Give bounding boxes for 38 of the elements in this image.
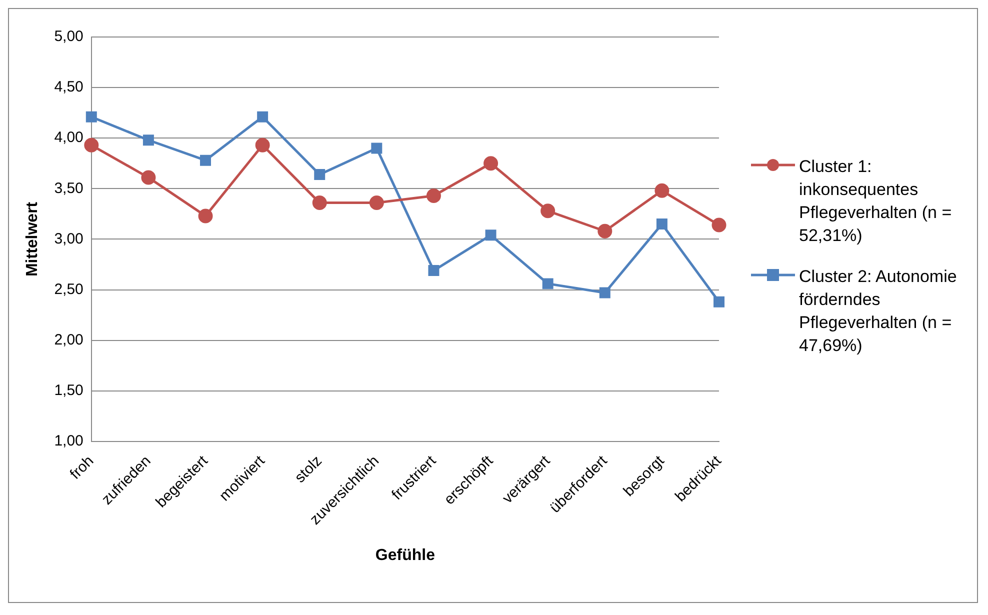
y-tick-label: 5,00 bbox=[54, 28, 84, 46]
y-tick-label: 1,50 bbox=[54, 382, 84, 399]
point bbox=[314, 169, 326, 180]
point bbox=[542, 278, 554, 290]
point bbox=[312, 196, 327, 210]
point bbox=[198, 208, 213, 224]
point bbox=[371, 142, 382, 154]
point bbox=[428, 265, 440, 276]
y-tick-label: 4,50 bbox=[54, 78, 84, 96]
point bbox=[426, 188, 441, 203]
y-tick-label: 2,00 bbox=[54, 331, 84, 348]
point bbox=[540, 204, 556, 218]
point bbox=[484, 156, 498, 171]
point bbox=[255, 138, 270, 152]
point bbox=[369, 196, 384, 210]
y-tick-label: 3,00 bbox=[54, 230, 84, 248]
point bbox=[142, 134, 154, 146]
x-tick-label: froh bbox=[66, 452, 98, 483]
y-tick-label: 1,00 bbox=[54, 432, 84, 450]
y-tick-label: 2,50 bbox=[54, 280, 84, 298]
point bbox=[599, 287, 610, 298]
point bbox=[712, 218, 726, 232]
y-axis-title: Mittelwert bbox=[24, 201, 42, 277]
point bbox=[200, 154, 211, 166]
legend-label: Cluster 2: Autonomie förderndes Pflegeverhalten (n = 47,69%) bbox=[799, 266, 958, 356]
point bbox=[86, 111, 97, 122]
y-tick-label: 3,50 bbox=[54, 180, 84, 197]
y-tick-label: 4,00 bbox=[54, 129, 84, 146]
point bbox=[654, 183, 670, 198]
point bbox=[485, 230, 496, 241]
x-axis-title: Gefühle bbox=[375, 546, 436, 564]
point bbox=[598, 224, 612, 238]
point bbox=[84, 138, 99, 152]
point bbox=[257, 111, 268, 122]
point bbox=[714, 296, 724, 308]
point bbox=[656, 218, 668, 230]
legend-label: Cluster 1: inkonsequentes Pflegeverhalten (n = 52,31%) bbox=[799, 156, 953, 246]
point bbox=[141, 170, 156, 185]
